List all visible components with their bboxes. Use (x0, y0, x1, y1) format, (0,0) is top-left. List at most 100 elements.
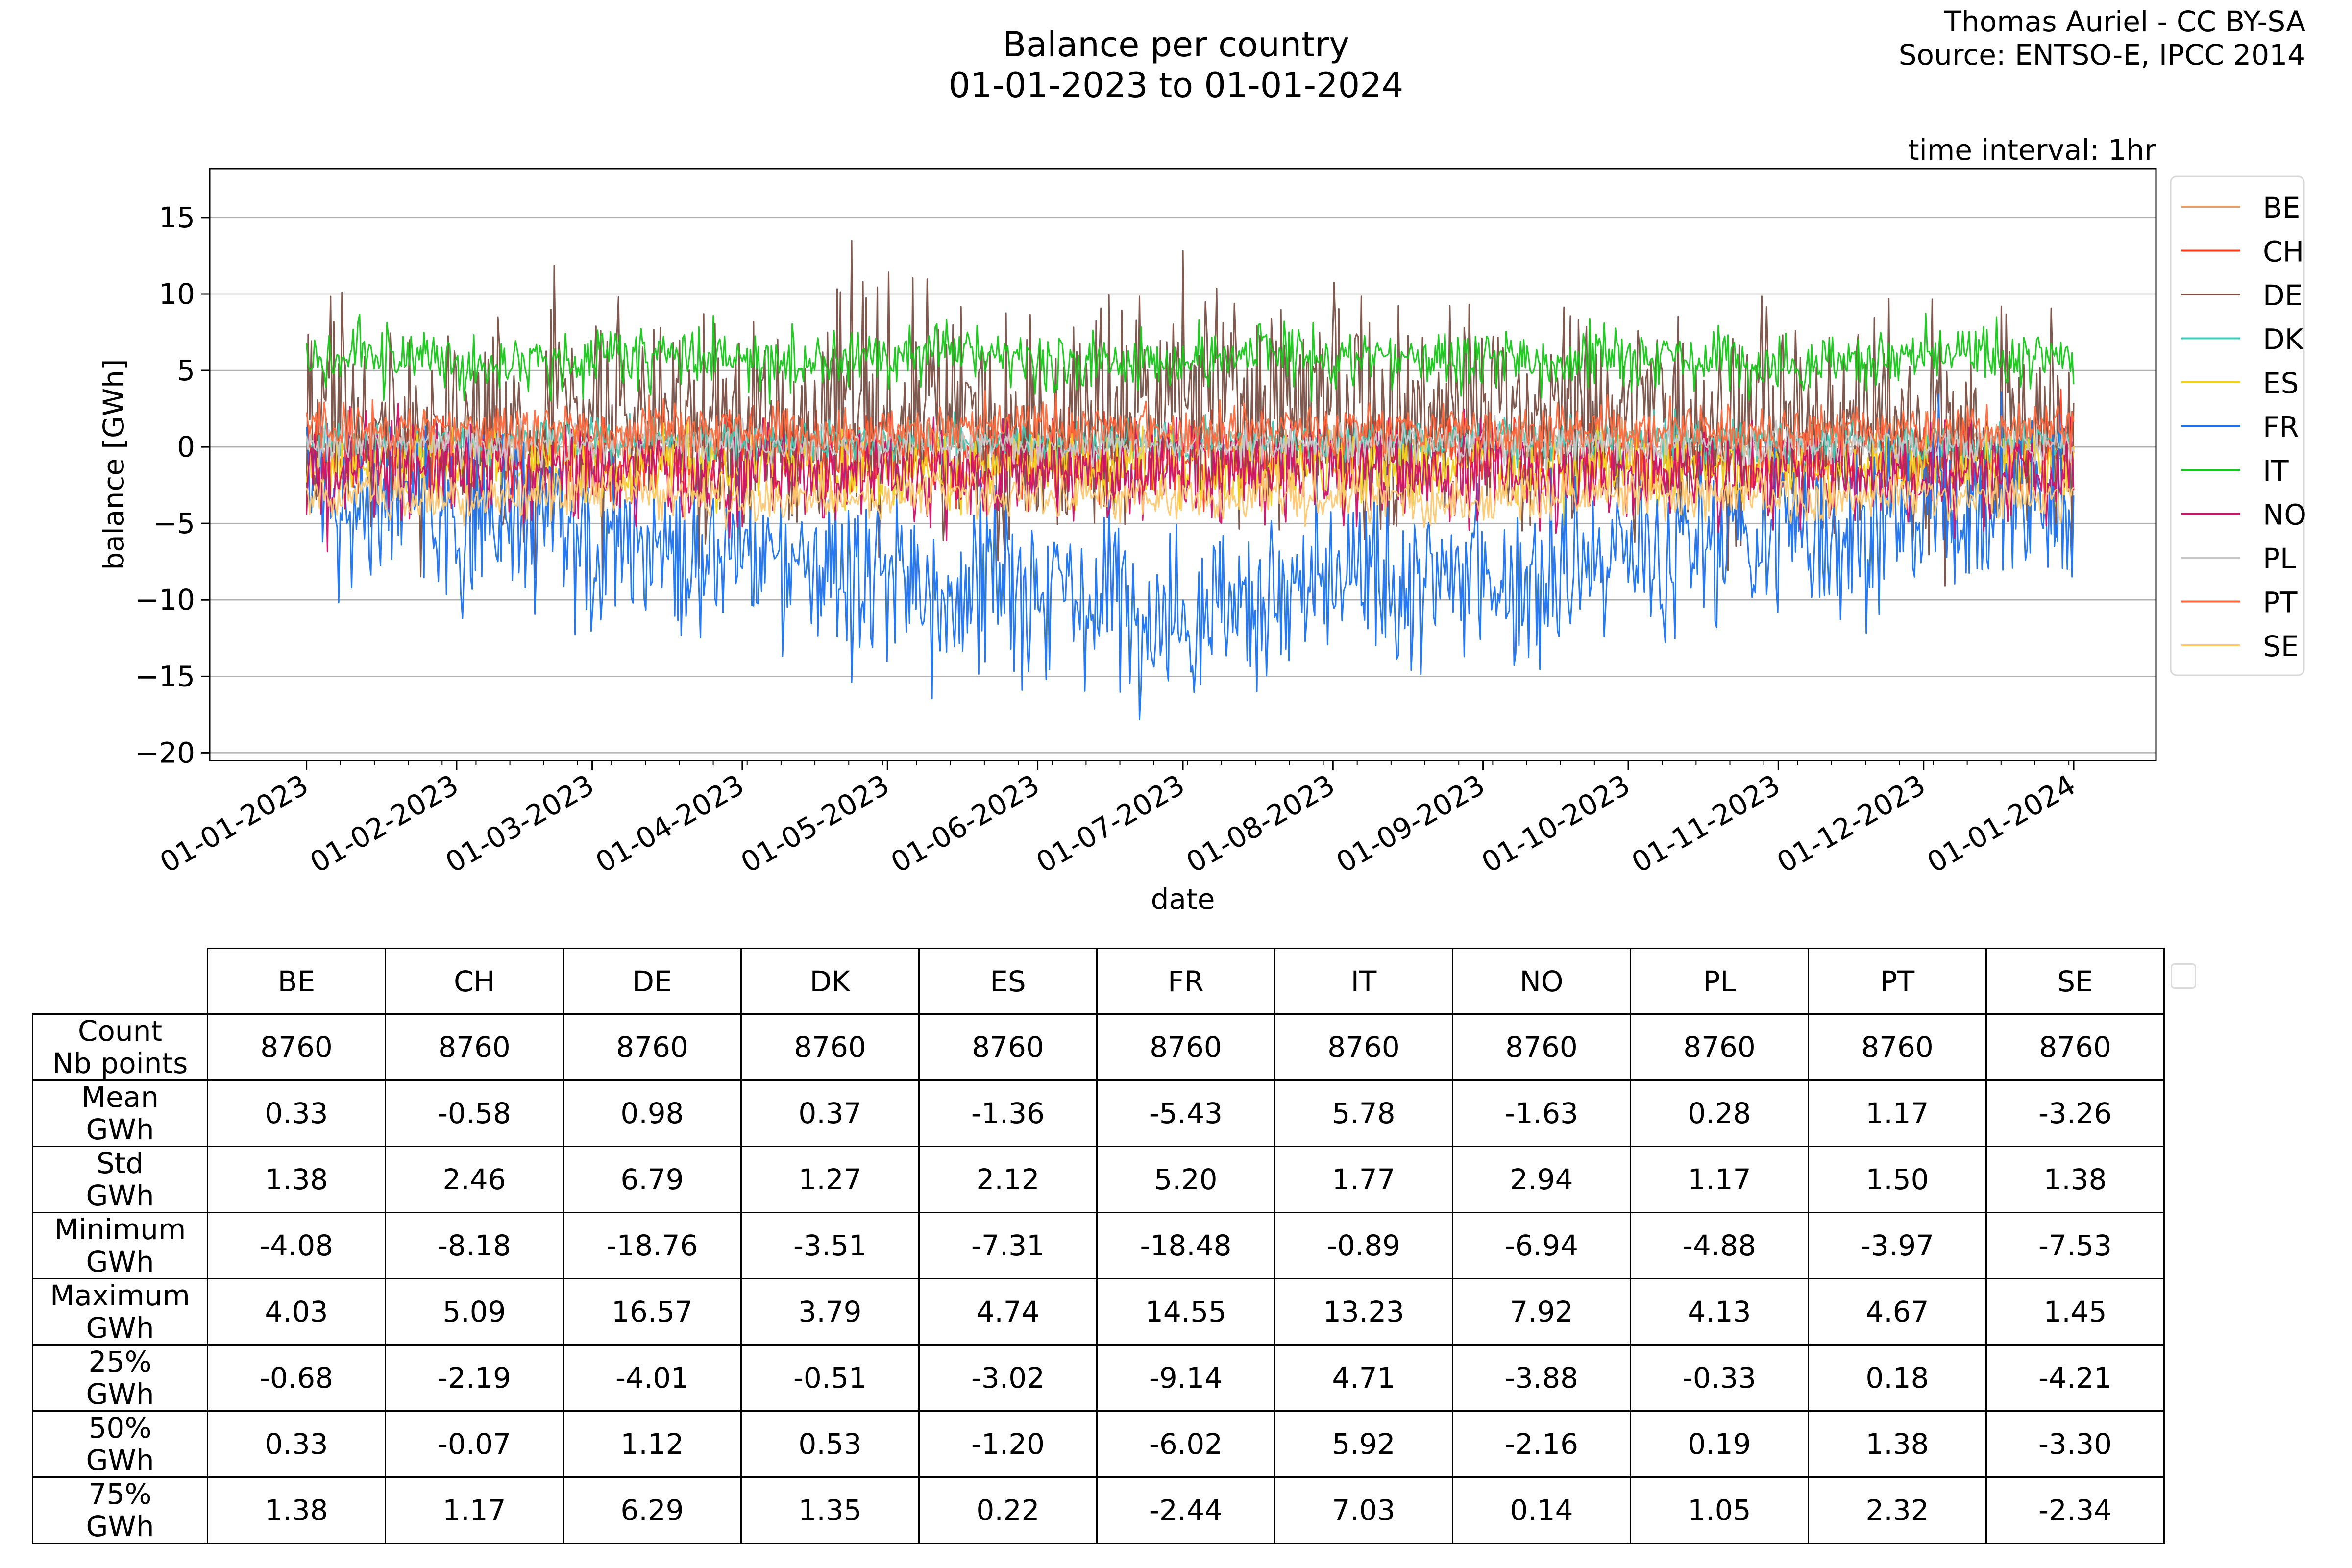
table-cell: 7.92 (1452, 1278, 1631, 1346)
table-col-header-be: BE (207, 948, 386, 1015)
table-col-header-se: SE (1985, 948, 2165, 1015)
table-cell: 2.46 (385, 1146, 564, 1213)
x-tick-label: 01-12-2023 (1771, 768, 1931, 879)
table-cell: 1.38 (1985, 1146, 2165, 1213)
table-cell: -0.51 (740, 1344, 920, 1412)
table-cell: 1.05 (1630, 1476, 1809, 1544)
y-axis-label: balance [GWh] (97, 359, 130, 570)
x-tick-label: 01-07-2023 (1030, 768, 1190, 879)
table-row-header: Mean GWh (32, 1079, 208, 1147)
table-cell: 4.67 (1808, 1278, 1987, 1346)
table-col-header-pt: PT (1808, 948, 1987, 1015)
table-corner (32, 948, 208, 1015)
legend-label-pt: PT (2263, 586, 2298, 619)
table-cell: 8760 (207, 1013, 386, 1081)
table-cell: 8760 (1274, 1013, 1453, 1081)
table-cell: 0.28 (1630, 1079, 1809, 1147)
y-tick-label: −5 (153, 507, 196, 540)
x-tick-label: 01-02-2023 (304, 768, 464, 879)
table-cell: 4.13 (1630, 1278, 1809, 1346)
series-line-fr (306, 391, 2075, 720)
row-label-primary: Minimum (54, 1213, 186, 1246)
legend-label-es: ES (2263, 367, 2299, 400)
table-cell: -3.97 (1808, 1212, 1987, 1279)
table-cell: 0.14 (1452, 1476, 1631, 1544)
table-cell: 1.17 (1808, 1079, 1987, 1147)
legend-label-no: NO (2263, 498, 2306, 532)
y-tick-label: −10 (135, 583, 195, 616)
table-row: 50% GWh 0.33 -0.07 1.12 0.53 -1.20 -6.02 5.92 -2.… (32, 1410, 2165, 1478)
table-row-header: Std GWh (32, 1146, 208, 1213)
table-cell: -0.68 (207, 1344, 386, 1412)
table-cell: 0.19 (1630, 1410, 1809, 1478)
table-row-header: Count Nb points (32, 1013, 208, 1081)
table-row: Minimum GWh -4.08 -8.18 -18.76 -3.51 -7.31 -18.… (32, 1212, 2165, 1279)
row-label-unit: GWh (86, 1377, 154, 1411)
table-cell: 1.27 (740, 1146, 920, 1213)
legend-label-fr: FR (2263, 411, 2299, 444)
table-cell: 1.17 (385, 1476, 564, 1544)
table-cell: -18.48 (1096, 1212, 1275, 1279)
table-cell: 8760 (1452, 1013, 1631, 1081)
table-col-header-de: DE (563, 948, 742, 1015)
table-cell: -7.31 (918, 1212, 1098, 1279)
row-label-unit: GWh (86, 1179, 154, 1212)
row-label-primary: Maximum (50, 1279, 190, 1312)
y-tick-label: 15 (159, 201, 195, 234)
table-cell: 8760 (1808, 1013, 1987, 1081)
table-legend-box (2171, 963, 2196, 989)
table-cell: 2.12 (918, 1146, 1098, 1213)
time-interval-annotation: time interval: 1hr (1908, 133, 2156, 167)
table-cell: -4.01 (563, 1344, 742, 1412)
row-label-primary: 50% (88, 1411, 152, 1445)
y-tick-label: −20 (135, 736, 195, 769)
table-cell: 6.29 (563, 1476, 742, 1544)
table-cell: -3.88 (1452, 1344, 1631, 1412)
legend-label-pl: PL (2263, 542, 2296, 575)
table-cell: -4.21 (1985, 1344, 2165, 1412)
chart: Balance per country 01-01-2023 to 01-01-… (97, 5, 2306, 916)
table-cell: 4.74 (918, 1278, 1098, 1346)
table-cell: 1.38 (1808, 1410, 1987, 1478)
y-tick-label: 0 (177, 430, 195, 464)
table-cell: -4.08 (207, 1212, 386, 1279)
credit-line-2: Source: ENTSO-E, IPCC 2014 (1899, 38, 2305, 72)
table-header-row: BE CH DE DK ES FR IT NO PL PT SE (32, 948, 2165, 1015)
row-label-primary: Count (77, 1014, 163, 1048)
table-cell: 1.35 (740, 1476, 920, 1544)
chart-title: Balance per country (1003, 24, 1349, 65)
table-cell: -3.30 (1985, 1410, 2165, 1478)
table-cell: 1.17 (1630, 1146, 1809, 1213)
table-cell: -9.14 (1096, 1344, 1275, 1412)
table-cell: -4.88 (1630, 1212, 1809, 1279)
legend-label-dk: DK (2263, 323, 2304, 356)
table-cell: -2.44 (1096, 1476, 1275, 1544)
table-row: Maximum GWh 4.03 5.09 16.57 3.79 4.74 14.55 13.2… (32, 1278, 2165, 1346)
table-cell: 1.38 (207, 1146, 386, 1213)
legend-label-ch: CH (2263, 235, 2304, 269)
table-cell: 8760 (563, 1013, 742, 1081)
table-cell: 0.98 (563, 1079, 742, 1147)
x-tick-label: 01-05-2023 (735, 768, 895, 879)
table-cell: 8760 (1096, 1013, 1275, 1081)
table-cell: 0.53 (740, 1410, 920, 1478)
table-cell: 2.32 (1808, 1476, 1987, 1544)
row-label-unit: GWh (86, 1113, 154, 1146)
legend-label-de: DE (2263, 279, 2303, 312)
row-label-primary: 75% (88, 1477, 152, 1511)
series-line-no (306, 402, 2075, 553)
row-label-primary: Mean (81, 1080, 159, 1114)
table-cell: -6.02 (1096, 1410, 1275, 1478)
legend-label-be: BE (2263, 191, 2300, 224)
table-cell: -1.63 (1452, 1079, 1631, 1147)
table-cell: 5.92 (1274, 1410, 1453, 1478)
table-row-header: Maximum GWh (32, 1278, 208, 1346)
table-row: Count Nb points 8760 8760 8760 8760 8760 8760 87… (32, 1013, 2165, 1081)
table-cell: 0.22 (918, 1476, 1098, 1544)
table-row-header: Minimum GWh (32, 1212, 208, 1279)
series-line-de (306, 240, 2075, 587)
table-cell: 2.94 (1452, 1146, 1631, 1213)
table-cell: 8760 (918, 1013, 1098, 1081)
table-cell: 7.03 (1274, 1476, 1453, 1544)
legend: BE CH DE DK ES FR IT NO PL PT SE (2170, 175, 2306, 676)
